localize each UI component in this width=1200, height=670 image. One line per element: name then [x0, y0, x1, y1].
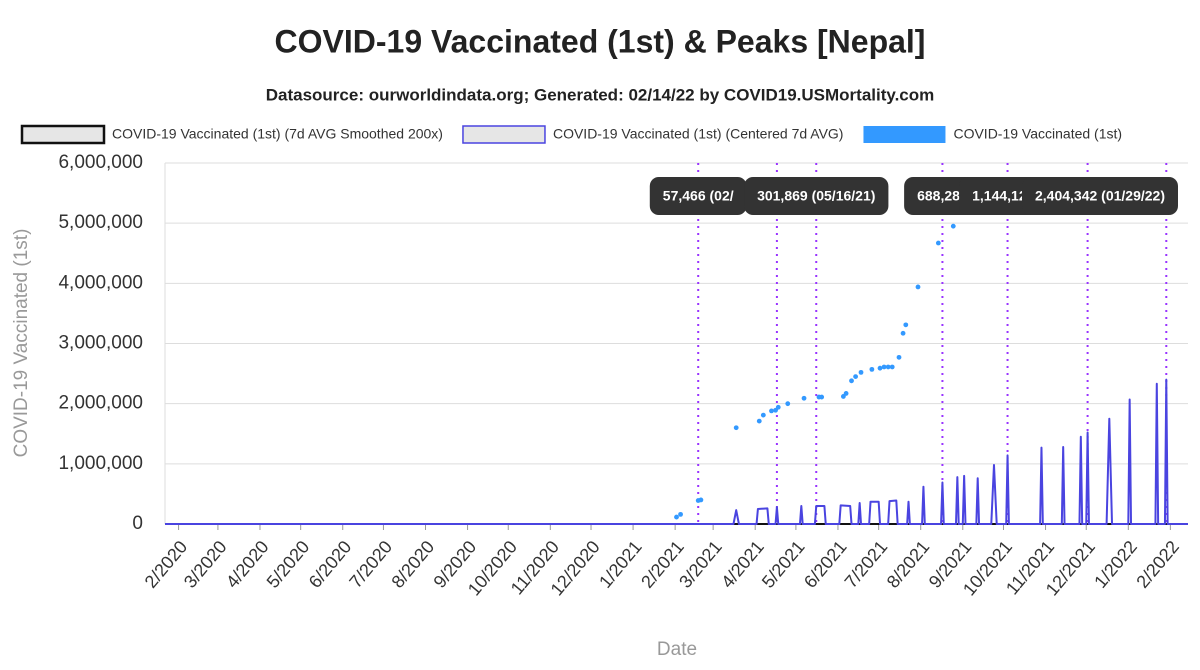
data-point [889, 364, 895, 370]
x-tick-label: 6/2021 [800, 537, 851, 592]
y-tick-label: 2,000,000 [58, 393, 143, 414]
chart-subtitle: Datasource: ourworldindata.org; Generate… [266, 85, 935, 104]
data-point [935, 240, 941, 246]
y-tick-label: 6,000,000 [58, 152, 143, 173]
x-tick-label: 4/2021 [717, 537, 768, 592]
data-point [775, 404, 781, 410]
data-point [733, 425, 739, 431]
x-tick-label: 5/2020 [263, 537, 314, 592]
y-axis-label: COVID-19 Vaccinated (1st) [11, 229, 32, 458]
y-tick-label: 4,000,000 [58, 272, 143, 293]
peak-label: 301,869 (05/16/21) [757, 188, 875, 204]
x-tick-label: 4/2020 [222, 537, 273, 592]
data-point [950, 223, 956, 229]
peak-annotation: 2,404,342 (01/29/22) [1022, 177, 1178, 215]
series-line [165, 378, 1188, 525]
data-point [769, 408, 774, 414]
x-tick-label: 2/2022 [1132, 537, 1183, 592]
x-tick-label: 1/2021 [595, 537, 646, 592]
x-tick-label: 8/2020 [387, 537, 438, 592]
data-point [678, 511, 683, 517]
x-tick-label: 1/2022 [1090, 537, 1141, 592]
peak-label-box [649, 177, 747, 215]
x-tick-label: 5/2021 [758, 537, 809, 592]
x-axis-label: Date [657, 639, 697, 660]
y-tick-label: 3,000,000 [58, 333, 143, 354]
x-tick-label: 2/2020 [141, 537, 192, 592]
data-point [903, 322, 909, 328]
peak-label: 2,404,342 (01/29/22) [1035, 188, 1165, 204]
legend-swatch [462, 125, 546, 144]
legend: COVID-19 Vaccinated (1st) (7d AVG Smooth… [20, 124, 1122, 145]
y-tick-label: 0 [132, 513, 143, 534]
data-point [674, 514, 679, 520]
data-point [819, 394, 825, 400]
data-point [881, 364, 887, 370]
data-point [843, 391, 849, 396]
x-tick-label: 3/2021 [675, 537, 726, 592]
data-point [915, 284, 921, 290]
legend-swatch [20, 124, 106, 145]
x-tick-label: 6/2020 [305, 537, 356, 592]
peak-label-box [744, 177, 889, 215]
data-point [885, 364, 891, 370]
data-point [900, 330, 906, 336]
x-tick-label: 8/2021 [883, 537, 934, 592]
legend-label: COVID-19 Vaccinated (1st) [953, 126, 1122, 142]
data-point [869, 366, 875, 372]
data-point [698, 497, 704, 503]
peak-annotation: 57,466 (02/ [649, 177, 747, 215]
peak-label: 57,466 (02/ [663, 188, 734, 204]
data-point [760, 412, 766, 418]
data-point [853, 374, 858, 379]
data-point [858, 369, 864, 375]
legend-label: COVID-19 Vaccinated (1st) (Centered 7d A… [553, 126, 844, 142]
data-point [849, 378, 854, 384]
y-tick-label: 1,000,000 [58, 453, 143, 474]
data-point [877, 365, 883, 371]
data-point [896, 354, 902, 360]
peak-annotation: 301,869 (05/16/21) [744, 177, 889, 215]
peak-label-box [1022, 177, 1178, 215]
x-tick-label: 7/2021 [841, 537, 892, 592]
legend-label: COVID-19 Vaccinated (1st) (7d AVG Smooth… [112, 126, 443, 142]
peak-label: 688,284 [917, 188, 968, 204]
x-tick-label: 3/2020 [180, 537, 231, 592]
legend-swatch [863, 126, 946, 143]
data-point [756, 418, 762, 424]
y-tick-label: 5,000,000 [58, 212, 143, 233]
data-point [785, 401, 791, 407]
chart-title: COVID-19 Vaccinated (1st) & Peaks [Nepal… [275, 23, 926, 59]
data-point [801, 395, 807, 401]
x-tick-label: 7/2020 [345, 537, 396, 592]
